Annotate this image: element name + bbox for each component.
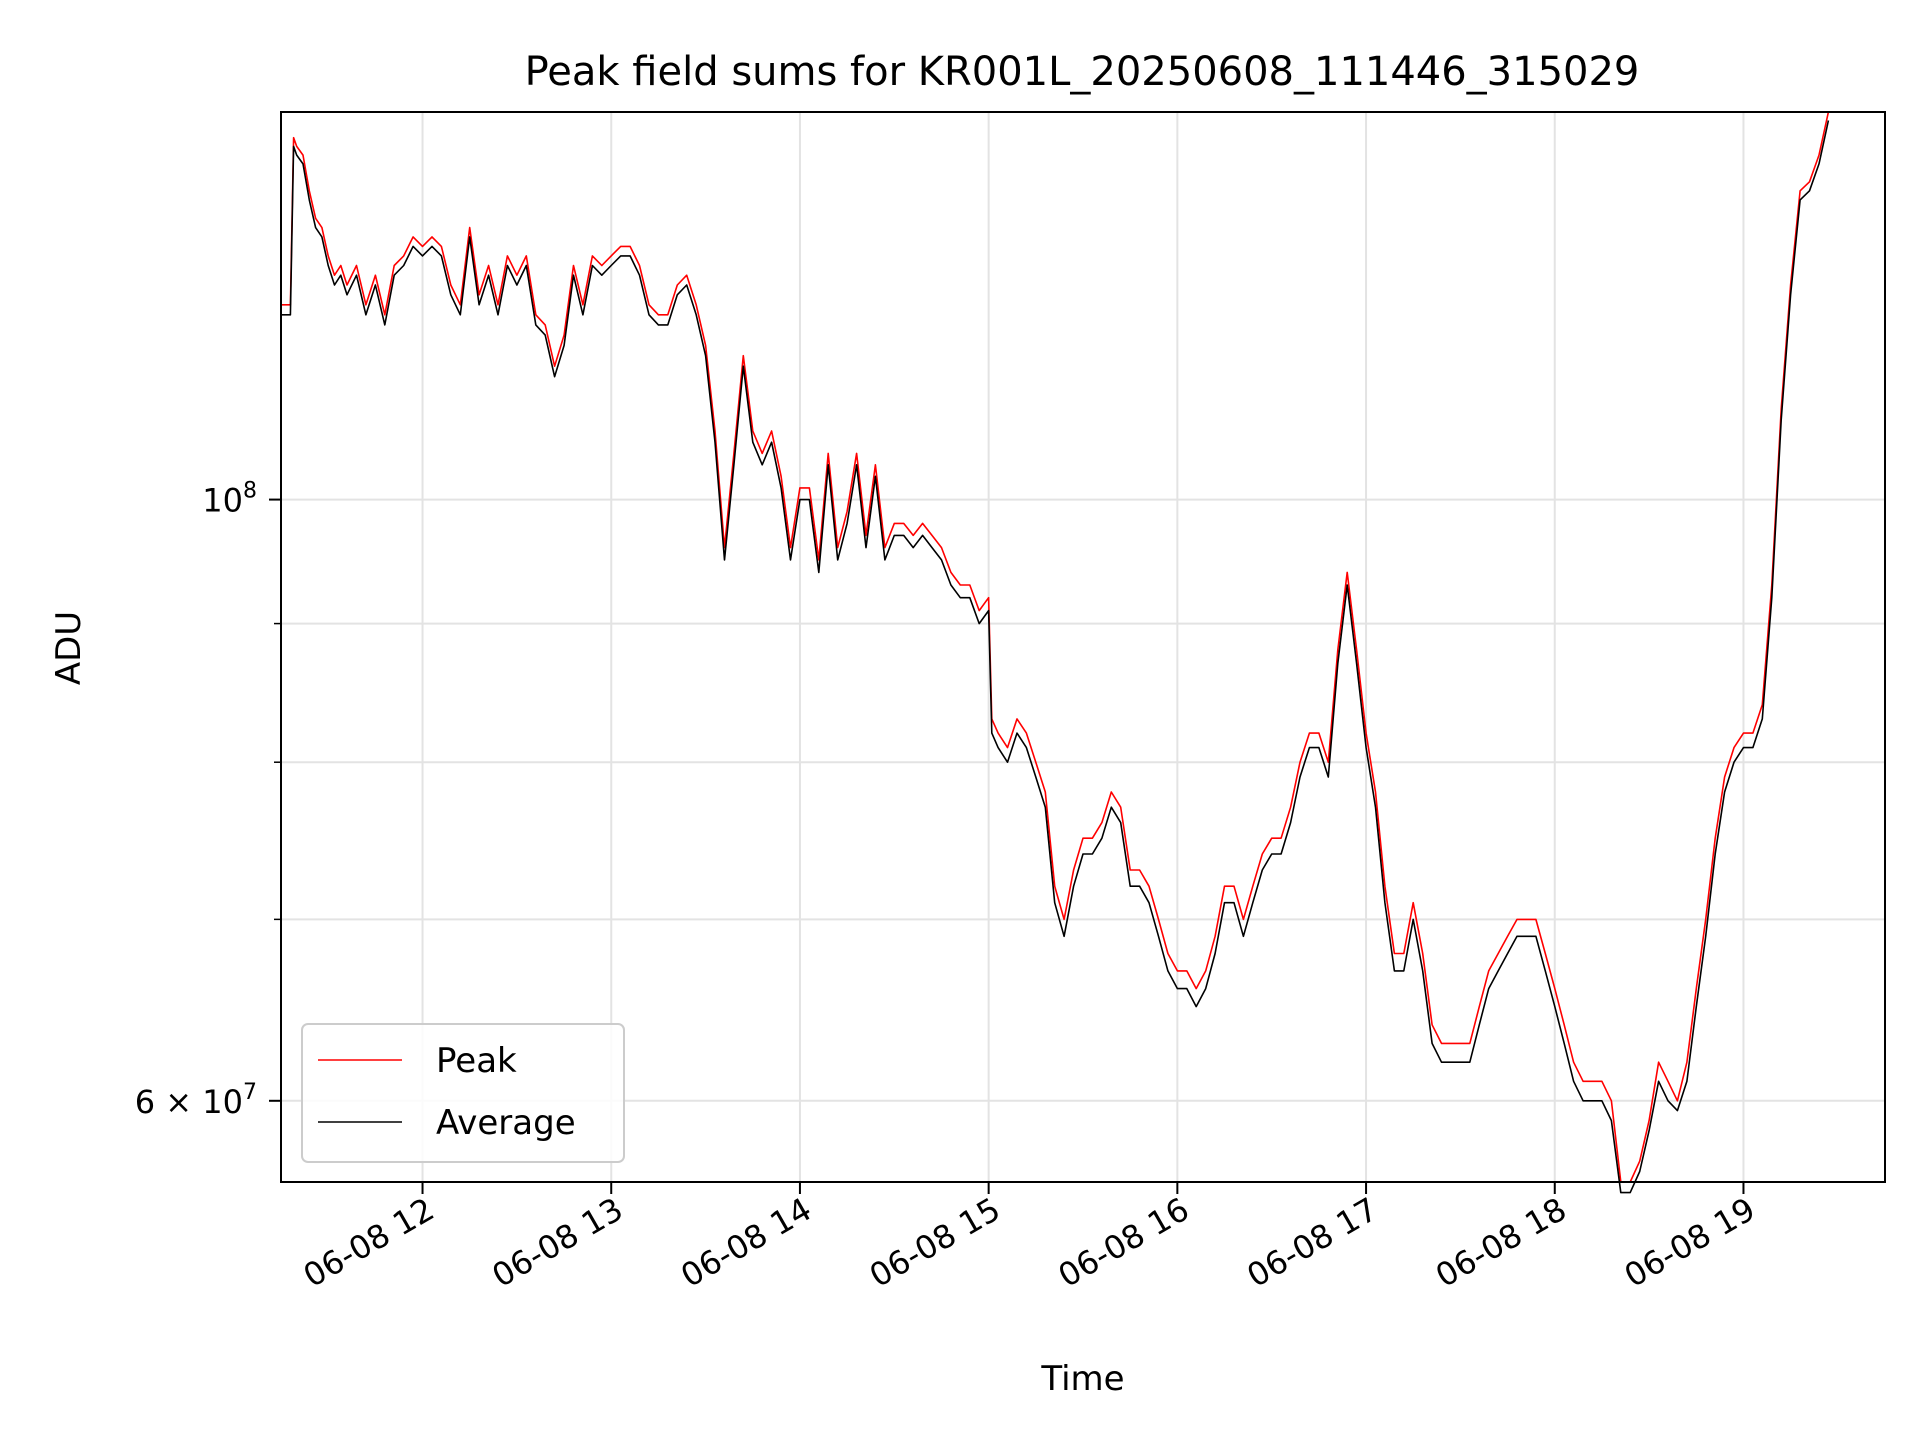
y-tick-label-base: 6 × 10 [135,1083,243,1121]
legend-label-average: Average [436,1103,576,1143]
x-axis-label: Time [1040,1359,1124,1399]
y-tick-label: 108 [202,479,257,520]
legend: Peak Average [301,1023,625,1163]
legend-label-peak: Peak [436,1041,517,1081]
y-tick-label-exponent: 7 [243,1080,257,1105]
y-axis-label: ADU [49,611,89,685]
average-series-line [281,120,1830,1194]
chart-title: Peak field sums for KR001L_20250608_1114… [525,49,1640,95]
y-tick-label-base: 10 [202,482,243,520]
series-lines [281,111,1830,1194]
legend-box [301,1023,625,1163]
y-tick-label: 6 × 107 [135,1080,257,1121]
plot-frame [280,111,1886,1183]
peak-series-line [281,111,1830,1183]
y-tick-label-exponent: 8 [243,479,257,504]
